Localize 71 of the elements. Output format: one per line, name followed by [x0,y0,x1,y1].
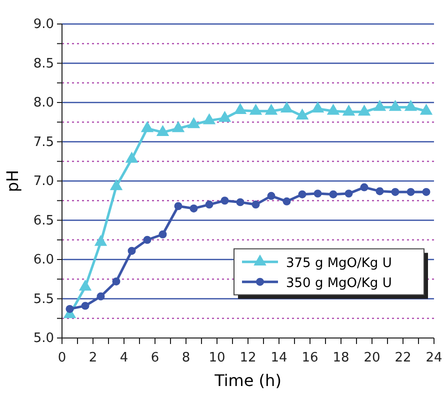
point [326,104,340,115]
point [391,188,400,196]
point [218,110,232,122]
point [404,100,418,111]
point [205,200,214,209]
point [96,292,105,300]
y-tick-label: 7.5 [33,134,54,150]
point [373,100,386,111]
point [280,101,294,112]
point [358,104,371,116]
point [376,187,384,196]
x-tick-label: 6 [150,350,160,366]
point [282,197,291,206]
point [420,104,433,115]
point [236,198,244,206]
point [360,183,368,192]
point [342,104,356,116]
y-axis-title: pH [3,170,22,192]
point [406,188,415,196]
point [202,113,216,124]
y-tick-label: 8.0 [33,96,54,111]
point [190,204,198,212]
point [81,302,90,310]
point [422,188,430,196]
x-tick-label: 22 [394,350,412,366]
y-tick-label: 6.0 [33,252,54,268]
y-tick-label: 5.5 [33,292,54,307]
y-tick-label: 5.0 [33,331,54,346]
y-tick-label: 9.0 [33,17,54,32]
y-tick-label: 6.5 [33,213,54,228]
x-tick-label: 24 [426,350,442,366]
point [187,117,200,128]
y-tick-label: 8.5 [33,56,54,72]
x-tick-label: 0 [58,350,66,366]
x-tick-label: 16 [302,350,318,366]
point [140,121,154,132]
x-tick-label: 12 [240,350,256,366]
x-tick-label: 4 [120,350,128,366]
point [344,190,353,198]
x-tick-label: 10 [208,350,226,366]
point [296,108,309,120]
point [112,278,120,286]
point [329,190,338,198]
point [143,236,152,244]
legend-label: 375 g MgO/Kg U [286,256,392,271]
point [267,192,276,200]
point [158,230,167,238]
point [298,190,306,198]
point [264,104,278,115]
point [125,152,138,163]
x-tick-label: 18 [332,350,350,366]
x-tick-label: 14 [270,350,288,366]
point [128,246,136,255]
x-tick-label: 20 [364,350,380,366]
x-tick-label: 2 [88,350,98,366]
legend-label: 350 g MgO/Kg U [286,276,392,291]
x-axis-title: Time (h) [214,371,282,390]
point [172,121,185,132]
point [249,104,262,115]
point [234,103,247,114]
x-tick-label: 8 [182,350,190,366]
point [174,202,182,210]
point [156,124,170,136]
point [110,179,123,190]
point [220,196,229,205]
y-tick-label: 7.0 [33,174,54,190]
point [314,190,322,198]
point [252,200,260,209]
point [66,304,74,313]
point [311,101,324,112]
point [388,100,402,111]
